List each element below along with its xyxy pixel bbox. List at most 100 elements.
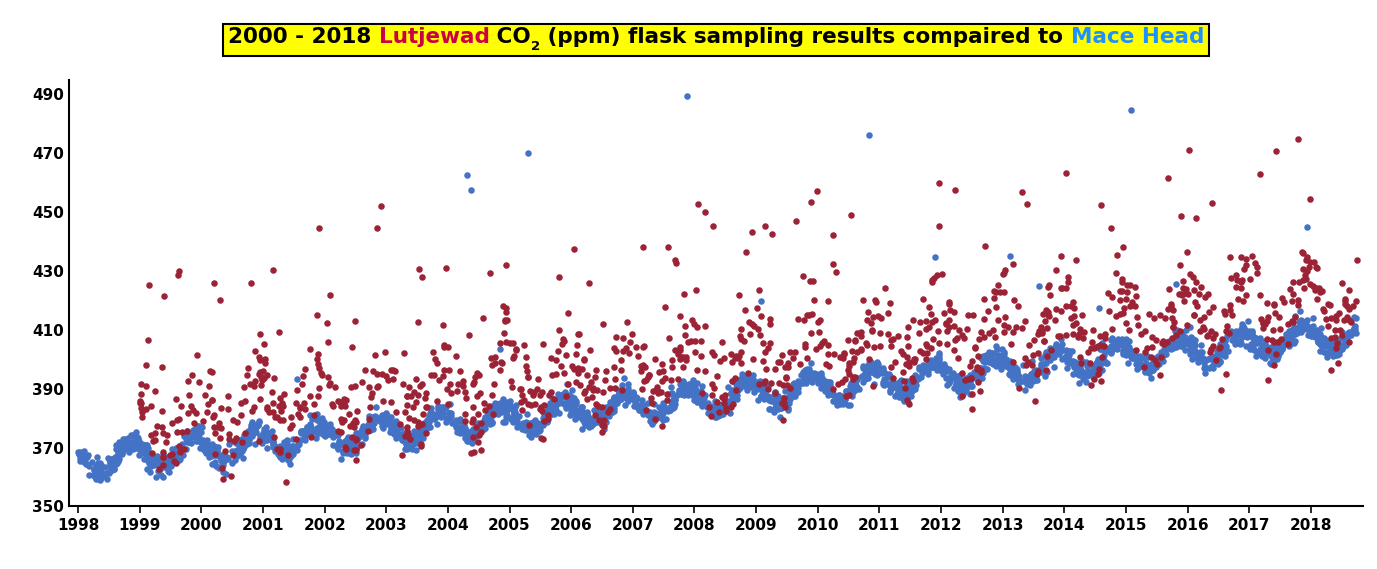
Point [344, 436, 366, 445]
Point [877, 379, 899, 388]
Point [803, 295, 825, 304]
Point [888, 382, 910, 391]
Point [584, 415, 606, 424]
Point [335, 444, 357, 453]
Point [340, 436, 362, 445]
Point [582, 406, 605, 415]
Point [610, 395, 632, 404]
Point [664, 395, 686, 404]
Point [456, 431, 478, 440]
Point [410, 428, 432, 438]
Point [128, 451, 150, 460]
Point [649, 410, 671, 419]
Point [1249, 347, 1271, 356]
Point [1224, 328, 1246, 337]
Point [1230, 334, 1252, 343]
Point [567, 364, 589, 373]
Point [1312, 341, 1334, 351]
Point [1197, 289, 1219, 298]
Point [398, 442, 420, 451]
Point [416, 402, 438, 411]
Point [273, 444, 295, 453]
Point [595, 375, 617, 384]
Point [603, 362, 625, 372]
Point [1206, 347, 1228, 356]
Point [899, 384, 921, 393]
Point [1308, 287, 1330, 296]
Point [768, 398, 790, 407]
Point [399, 434, 421, 443]
Point [390, 431, 412, 440]
Point [244, 423, 266, 432]
Point [687, 389, 709, 398]
Point [669, 354, 691, 364]
Point [285, 444, 307, 453]
Point [257, 428, 280, 438]
Point [461, 415, 483, 424]
Point [106, 459, 128, 468]
Point [952, 390, 974, 399]
Point [1232, 329, 1254, 338]
Point [498, 401, 521, 410]
Point [928, 360, 950, 369]
Point [1122, 352, 1144, 361]
Point [1201, 344, 1223, 353]
Point [537, 414, 559, 423]
Point [1106, 344, 1128, 353]
Point [1066, 365, 1088, 374]
Point [1246, 263, 1268, 272]
Point [194, 436, 216, 445]
Point [808, 315, 830, 324]
Point [1179, 349, 1201, 358]
Point [515, 418, 537, 427]
Point [1230, 328, 1252, 337]
Point [833, 397, 855, 406]
Point [351, 378, 373, 387]
Point [370, 201, 392, 210]
Point [638, 370, 660, 380]
Point [801, 377, 823, 386]
Point [661, 383, 683, 392]
Point [344, 438, 366, 447]
Point [138, 449, 160, 458]
Point [253, 435, 275, 444]
Point [1330, 340, 1352, 349]
Point [88, 474, 110, 483]
Point [862, 313, 884, 322]
Point [395, 441, 417, 450]
Point [578, 345, 600, 354]
Point [565, 414, 587, 423]
Point [165, 394, 187, 403]
Point [1264, 308, 1286, 318]
Point [859, 358, 881, 368]
Point [1085, 365, 1107, 374]
Point [565, 405, 587, 414]
Point [1120, 353, 1142, 362]
Point [313, 418, 335, 427]
Point [526, 420, 548, 429]
Point [1051, 283, 1073, 292]
Point [395, 439, 417, 448]
Point [1268, 343, 1290, 352]
Point [505, 410, 527, 419]
Point [235, 431, 257, 440]
Point [318, 429, 340, 438]
Point [244, 377, 266, 386]
Point [73, 447, 95, 456]
Point [523, 399, 545, 409]
Point [595, 418, 617, 427]
Point [749, 381, 771, 390]
Point [625, 393, 647, 402]
Point [903, 374, 925, 384]
Point [273, 437, 295, 446]
Point [1249, 333, 1271, 343]
Point [611, 380, 633, 389]
Point [952, 369, 974, 378]
Point [366, 223, 388, 232]
Point [713, 403, 735, 413]
Point [651, 359, 673, 368]
Point [1031, 328, 1053, 337]
Point [465, 425, 487, 434]
Point [329, 455, 351, 464]
Point [658, 389, 680, 398]
